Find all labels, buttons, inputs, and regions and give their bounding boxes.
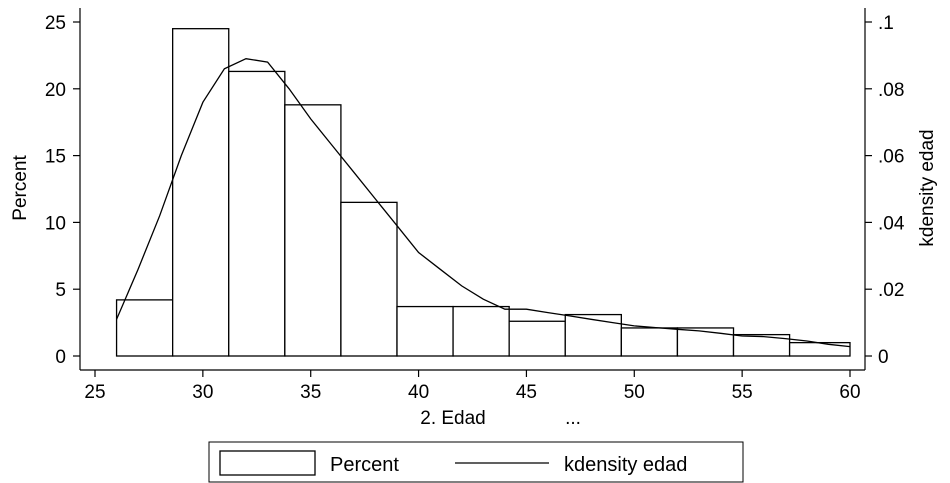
y-right-tick-label-3: .06 bbox=[878, 147, 904, 168]
x-tick-label-0: 25 bbox=[84, 382, 105, 403]
histogram-bars bbox=[115, 28, 851, 357]
legend-percent-label: Percent bbox=[330, 454, 399, 476]
legend-percent-swatch bbox=[219, 450, 316, 476]
y-right-tick-label-4: .08 bbox=[878, 80, 904, 101]
y-left-tick-label-2: 10 bbox=[45, 213, 66, 234]
x-tick-label-2: 35 bbox=[300, 382, 321, 403]
kdensity-line bbox=[116, 58, 851, 348]
histogram-bar-8 bbox=[564, 313, 622, 357]
histogram-bar-7 bbox=[508, 320, 566, 357]
histogram-bar-0 bbox=[115, 299, 174, 357]
y-axis-right-ticks: 0 .02 .04 .06 .08 .1 bbox=[865, 13, 905, 368]
histogram-bar-6 bbox=[452, 305, 510, 357]
legend-kdensity-label: kdensity edad bbox=[564, 454, 687, 476]
x-axis-extra-label: ... bbox=[565, 408, 581, 429]
legend: Percent kdensity edad bbox=[208, 441, 744, 483]
y-axis-left-title: Percent bbox=[10, 155, 31, 221]
y-left-tick-label-4: 20 bbox=[45, 80, 66, 101]
x-tick-label-4: 45 bbox=[516, 382, 537, 403]
y-left-tick-label-5: 25 bbox=[45, 13, 66, 34]
x-tick-label-7: 60 bbox=[839, 382, 860, 403]
y-axis-right-title: kdensity edad bbox=[917, 129, 938, 246]
histogram-bar-4 bbox=[340, 201, 398, 357]
y-left-tick-label-1: 5 bbox=[55, 280, 66, 301]
y-right-tick-label-2: .04 bbox=[878, 213, 905, 234]
x-tick-label-6: 55 bbox=[732, 382, 753, 403]
x-tick-label-1: 30 bbox=[192, 382, 213, 403]
x-axis-ticks: 25 30 35 40 45 50 55 60 bbox=[84, 370, 861, 403]
histogram-bar-1 bbox=[172, 28, 230, 357]
y-right-tick-label-5: .1 bbox=[878, 13, 894, 34]
x-axis-title: 2. Edad bbox=[420, 408, 486, 429]
histogram-bar-2 bbox=[228, 70, 286, 357]
histogram-bar-10 bbox=[676, 327, 735, 357]
y-left-tick-label-3: 15 bbox=[45, 147, 66, 168]
histogram-bar-5 bbox=[396, 305, 454, 357]
x-tick-label-5: 50 bbox=[624, 382, 645, 403]
histogram-bar-9 bbox=[620, 327, 679, 357]
histogram-bar-3 bbox=[284, 104, 342, 357]
y-right-tick-label-0: 0 bbox=[878, 347, 889, 368]
histogram-bar-12 bbox=[788, 341, 851, 357]
y-right-tick-label-1: .02 bbox=[878, 280, 904, 301]
y-left-tick-label-0: 0 bbox=[55, 347, 66, 368]
x-tick-label-3: 40 bbox=[408, 382, 429, 403]
y-axis-left-ticks: 0 5 10 15 20 25 bbox=[45, 13, 80, 368]
